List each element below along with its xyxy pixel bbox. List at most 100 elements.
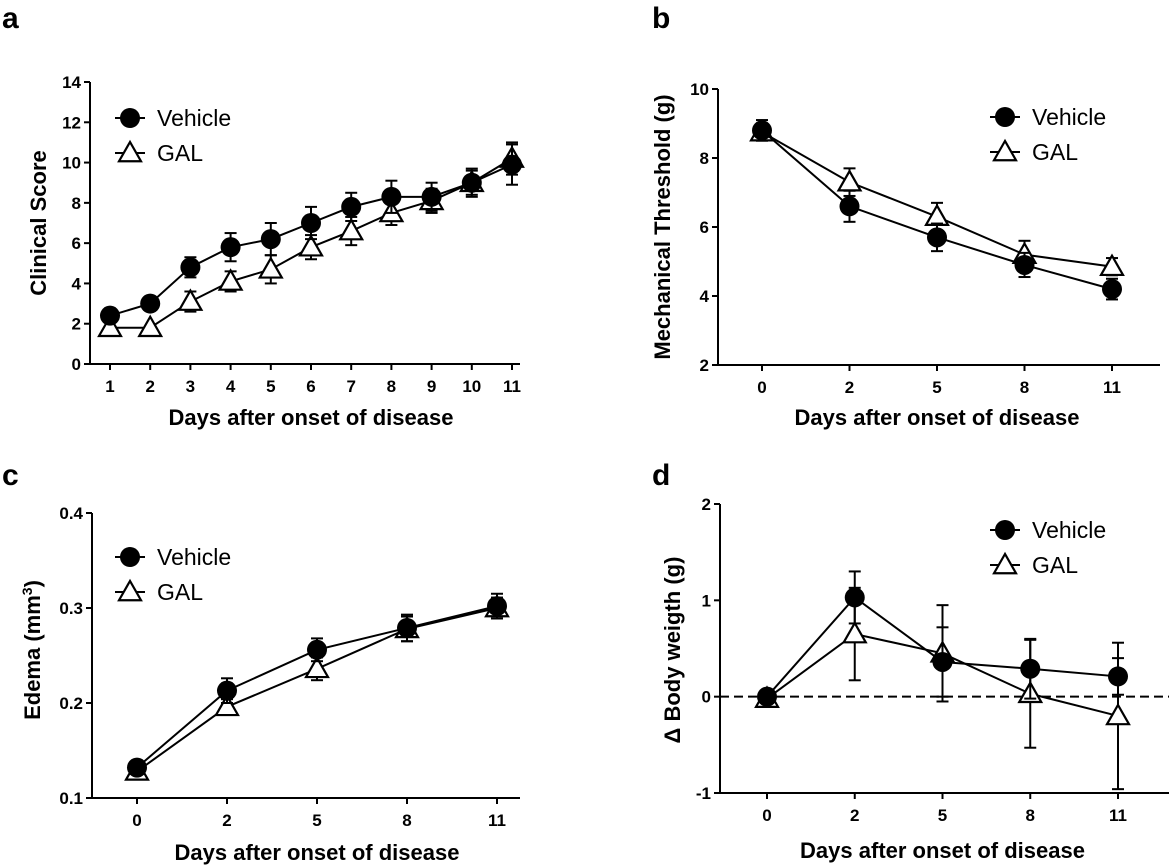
x-axis-title: Days after onset of disease <box>800 838 1085 863</box>
legend-item: GAL <box>115 578 203 605</box>
data-point <box>924 203 950 226</box>
y-tick-label: 2 <box>72 315 81 334</box>
legend-label: Vehicle <box>157 105 231 131</box>
data-point <box>140 293 161 314</box>
data-point <box>338 217 365 241</box>
data-point <box>217 680 237 701</box>
data-point <box>1014 254 1035 275</box>
x-tick-label: 5 <box>932 378 941 397</box>
y-tick-label: 0 <box>702 688 711 707</box>
x-tick-label: 10 <box>462 377 481 396</box>
data-point <box>932 651 953 672</box>
data-point <box>757 686 777 707</box>
panel-letter: c <box>2 459 19 492</box>
legend-label: GAL <box>1032 139 1078 165</box>
data-point <box>177 288 204 311</box>
legend-item: Vehicle <box>990 104 1106 130</box>
legend-item: GAL <box>990 138 1078 165</box>
legend-item: GAL <box>115 139 203 166</box>
y-tick-label: 0.2 <box>59 694 83 713</box>
x-tick-label: 5 <box>266 377 275 396</box>
y-tick-label: 0.3 <box>59 599 83 618</box>
y-tick-label: 2 <box>700 356 709 375</box>
y-tick-label: 14 <box>62 73 81 92</box>
legend-item: Vehicle <box>115 544 231 570</box>
legend-label: GAL <box>157 579 203 605</box>
legend-triangle-icon <box>992 551 1018 575</box>
panel-letter: d <box>652 459 670 492</box>
data-point <box>381 186 402 207</box>
y-tick-label: 10 <box>690 80 709 99</box>
x-tick-label: 11 <box>1109 806 1127 825</box>
data-point <box>1105 702 1131 726</box>
y-tick-label: 4 <box>700 287 710 306</box>
data-point <box>421 186 442 207</box>
x-tick-label: 8 <box>402 811 411 830</box>
series-line <box>136 607 498 773</box>
x-tick-label: 11 <box>488 811 506 830</box>
y-axis-title: Mechanical Threshold (g) <box>650 94 675 359</box>
data-point <box>487 596 507 617</box>
y-tick-label: 10 <box>62 154 81 173</box>
series-vehicle <box>757 570 1128 707</box>
x-tick-label: 3 <box>186 377 195 396</box>
data-point <box>927 227 947 248</box>
legend-circle-icon <box>995 107 1015 127</box>
x-tick-label: 11 <box>1103 378 1121 397</box>
data-point <box>304 655 330 679</box>
x-tick-label: 0 <box>757 378 766 397</box>
legend-label: GAL <box>1032 552 1078 578</box>
data-point <box>752 120 772 141</box>
data-point <box>836 168 863 192</box>
data-point <box>341 196 362 217</box>
y-tick-label: 0.4 <box>59 504 83 523</box>
data-point <box>307 639 327 660</box>
data-point <box>260 229 281 250</box>
legend-label: GAL <box>157 140 203 166</box>
legend: Vehicle GAL <box>115 105 231 166</box>
y-tick-label: 1 <box>702 591 711 610</box>
y-tick-label: 0 <box>72 355 81 374</box>
legend-circle-icon <box>995 520 1015 540</box>
y-axis-title-superscript: 3 <box>19 587 35 595</box>
data-point <box>97 314 123 338</box>
data-point <box>180 257 201 278</box>
legend-label: Vehicle <box>1032 104 1106 130</box>
legend-circle-icon <box>120 108 140 128</box>
series-vehicle <box>100 143 522 326</box>
series-gal <box>124 594 510 781</box>
x-tick-label: 5 <box>312 811 321 830</box>
x-axis-title: Days after onset of disease <box>169 405 454 430</box>
y-axis-title: Edema (mm3) <box>19 580 45 720</box>
data-point <box>1099 253 1125 277</box>
x-tick-label: 5 <box>938 806 947 825</box>
data-point <box>127 757 147 778</box>
data-point <box>841 620 868 644</box>
data-point <box>257 256 284 279</box>
series-line <box>136 605 498 769</box>
y-tick-label: 0.1 <box>59 789 83 808</box>
data-point <box>1102 279 1122 300</box>
legend-label: Vehicle <box>1032 517 1106 543</box>
y-tick-label: 8 <box>72 194 81 213</box>
data-point <box>839 196 860 217</box>
y-axis-title: Δ Body weigth (g) <box>660 557 685 744</box>
x-tick-label: 8 <box>387 377 396 396</box>
x-tick-label: 8 <box>1026 806 1035 825</box>
x-tick-label: 9 <box>427 377 436 396</box>
data-point <box>301 213 321 233</box>
x-axis-title: Days after onset of disease <box>175 840 460 865</box>
x-tick-label: 0 <box>132 811 141 830</box>
data-point <box>220 237 241 258</box>
x-tick-label: 4 <box>226 377 236 396</box>
y-tick-label: 2 <box>702 495 711 514</box>
data-point <box>461 172 482 193</box>
x-tick-label: 1 <box>105 377 114 396</box>
y-tick-label: 4 <box>72 274 82 293</box>
legend-label: Vehicle <box>157 544 231 570</box>
x-tick-label: 2 <box>145 377 154 396</box>
y-tick-label: -1 <box>696 784 711 803</box>
data-point <box>1108 666 1128 687</box>
